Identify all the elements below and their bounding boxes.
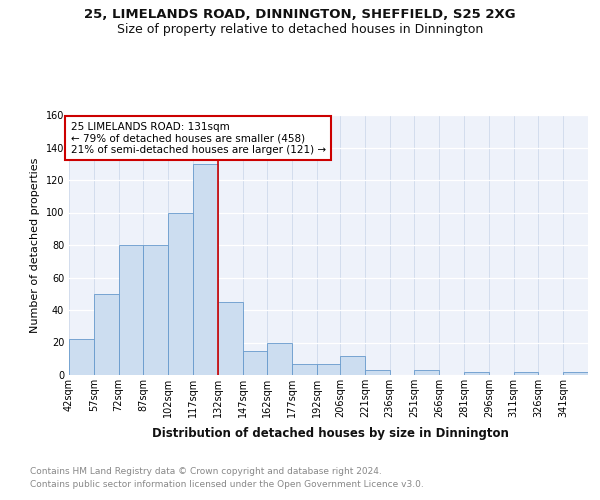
Bar <box>292 364 317 375</box>
Bar <box>168 212 193 375</box>
Bar <box>94 294 119 375</box>
Bar <box>415 370 439 375</box>
Bar <box>69 339 94 375</box>
Bar <box>464 372 489 375</box>
Text: 25 LIMELANDS ROAD: 131sqm
← 79% of detached houses are smaller (458)
21% of semi: 25 LIMELANDS ROAD: 131sqm ← 79% of detac… <box>71 122 326 154</box>
Bar <box>119 245 143 375</box>
Y-axis label: Number of detached properties: Number of detached properties <box>30 158 40 332</box>
Text: Distribution of detached houses by size in Dinnington: Distribution of detached houses by size … <box>152 428 508 440</box>
Text: Size of property relative to detached houses in Dinnington: Size of property relative to detached ho… <box>117 22 483 36</box>
Bar <box>242 350 268 375</box>
Bar <box>218 302 242 375</box>
Bar <box>268 342 292 375</box>
Bar <box>317 364 342 375</box>
Text: Contains public sector information licensed under the Open Government Licence v3: Contains public sector information licen… <box>30 480 424 489</box>
Text: Contains HM Land Registry data © Crown copyright and database right 2024.: Contains HM Land Registry data © Crown c… <box>30 468 382 476</box>
Bar <box>514 372 538 375</box>
Bar <box>193 164 218 375</box>
Text: 25, LIMELANDS ROAD, DINNINGTON, SHEFFIELD, S25 2XG: 25, LIMELANDS ROAD, DINNINGTON, SHEFFIEL… <box>84 8 516 20</box>
Bar <box>340 356 365 375</box>
Bar <box>143 245 168 375</box>
Bar <box>563 372 588 375</box>
Bar <box>365 370 389 375</box>
